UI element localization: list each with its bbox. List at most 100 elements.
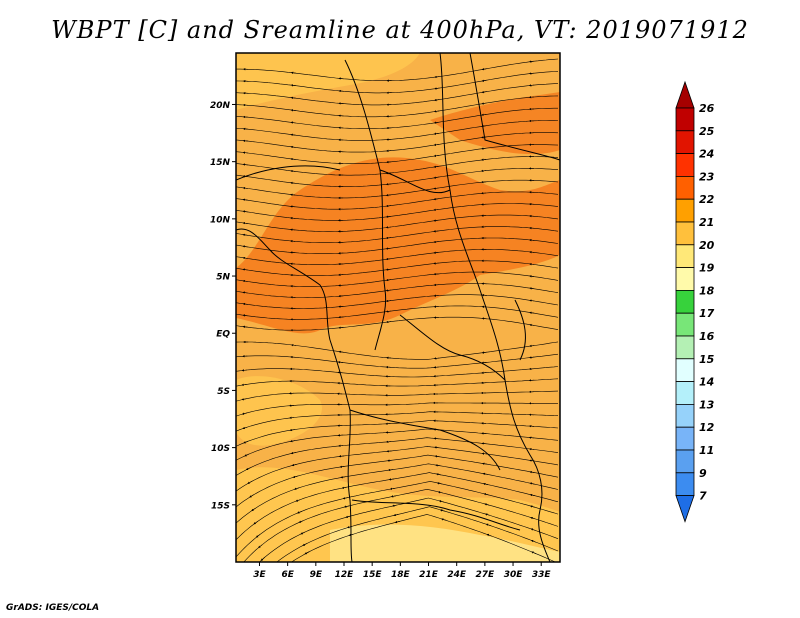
streamline-arrow bbox=[241, 412, 247, 415]
streamline-arrow bbox=[434, 455, 440, 458]
colorbar-swatch bbox=[675, 244, 695, 269]
streamline-arrow bbox=[337, 361, 344, 364]
streamline-arrow bbox=[481, 113, 487, 117]
streamline-arrow bbox=[242, 245, 248, 248]
lat-tick-label: 10S bbox=[211, 444, 230, 454]
lat-tick-label: 20N bbox=[210, 101, 231, 111]
streamline-arrow bbox=[481, 351, 487, 354]
streamline-arrow bbox=[433, 251, 439, 254]
colorbar-label: 11 bbox=[699, 444, 714, 457]
streamline-arrow bbox=[348, 533, 354, 537]
lon-tick-label: 12E bbox=[335, 570, 355, 580]
colorbar-label: 24 bbox=[699, 148, 714, 161]
streamline bbox=[236, 237, 559, 254]
streamline-arrow bbox=[481, 452, 487, 455]
streamline-arrow bbox=[243, 440, 249, 444]
streamline-arrow bbox=[435, 464, 441, 467]
streamline bbox=[236, 378, 559, 387]
streamline-arrow bbox=[436, 482, 442, 485]
streamline-arrow bbox=[433, 240, 439, 244]
colorbar-swatch bbox=[675, 403, 695, 428]
streamline-arrow bbox=[247, 481, 253, 484]
credit-text: GrADS: IGES/COLA bbox=[6, 603, 100, 613]
streamline-arrow bbox=[385, 226, 391, 229]
streamline-arrow bbox=[484, 513, 490, 516]
streamline-arrow bbox=[529, 344, 535, 348]
streamline-arrow bbox=[244, 453, 250, 457]
streamline-arrow bbox=[385, 236, 391, 240]
streamline-arrow bbox=[241, 369, 247, 372]
streamline-arrow bbox=[339, 465, 345, 468]
streamline-arrow bbox=[289, 439, 296, 443]
lon-tick-label: 24E bbox=[447, 570, 467, 580]
streamline-arrow bbox=[290, 157, 296, 161]
streamline bbox=[236, 481, 559, 558]
streamline bbox=[236, 107, 558, 129]
streamline-arrow bbox=[433, 132, 439, 135]
streamline bbox=[236, 71, 559, 94]
streamline-arrow bbox=[530, 539, 536, 543]
streamline-arrow bbox=[529, 299, 535, 302]
streamline-arrow bbox=[300, 531, 306, 535]
streamline bbox=[236, 95, 559, 118]
streamline-arrow bbox=[441, 518, 447, 521]
streamline-arrow bbox=[258, 544, 263, 549]
streamline-arrow bbox=[434, 98, 440, 102]
streamline-arrow bbox=[482, 462, 488, 465]
streamline-arrow bbox=[437, 491, 443, 494]
streamline-arrow bbox=[528, 60, 535, 63]
streamline bbox=[236, 156, 559, 176]
streamline-arrow bbox=[298, 520, 304, 523]
streamline-arrow bbox=[529, 287, 535, 290]
streamline-arrow bbox=[242, 221, 248, 225]
streamline bbox=[236, 305, 559, 320]
streamline-arrow bbox=[529, 356, 535, 359]
streamline-arrow bbox=[481, 147, 487, 150]
lon-tick-label: 18E bbox=[391, 570, 411, 580]
colorbar-swatch bbox=[675, 130, 695, 155]
streamline-arrow bbox=[433, 197, 439, 201]
colorbar-label: 18 bbox=[699, 284, 715, 297]
streamline-arrow bbox=[433, 230, 439, 233]
streamline-arrow bbox=[433, 187, 439, 190]
streamline-arrow bbox=[385, 278, 391, 282]
colorbar: 26 25 24 23 22 21 20 19 18 17 16 15 14 13 12 11 9 7 bbox=[675, 80, 715, 523]
streamline bbox=[236, 294, 559, 309]
streamline-arrow bbox=[290, 193, 296, 196]
streamline-arrow bbox=[290, 169, 296, 173]
colorbar-label: 12 bbox=[699, 421, 715, 434]
streamline-arrow bbox=[481, 158, 487, 161]
streamline-arrow bbox=[242, 198, 248, 201]
streamline-arrow bbox=[483, 482, 489, 486]
streamline-arrow bbox=[439, 509, 445, 512]
colorbar-label: 14 bbox=[699, 376, 714, 389]
colorbar-swatch bbox=[675, 289, 695, 314]
streamline-arrow bbox=[385, 289, 392, 292]
streamline-arrow bbox=[529, 447, 535, 451]
streamline bbox=[236, 120, 559, 141]
streamline-arrow bbox=[241, 383, 247, 387]
streamline-arrow bbox=[482, 472, 488, 476]
streamline-arrow bbox=[385, 257, 391, 261]
streamline-arrow bbox=[387, 459, 393, 462]
streamline-arrow bbox=[385, 268, 391, 271]
streamline bbox=[236, 179, 559, 199]
lon-tick-label: 6E bbox=[281, 570, 294, 580]
streamline-arrow bbox=[438, 500, 444, 503]
streamline bbox=[236, 437, 559, 476]
streamline bbox=[236, 420, 559, 447]
streamline-arrow bbox=[251, 507, 256, 512]
streamlines bbox=[236, 58, 559, 562]
streamline-arrow bbox=[242, 163, 248, 166]
streamline bbox=[236, 271, 559, 287]
streamline-arrow bbox=[242, 268, 248, 271]
streamline-arrow bbox=[290, 109, 296, 112]
streamline-arrow bbox=[242, 426, 248, 430]
streamline-arrow bbox=[385, 320, 392, 324]
streamline-arrow bbox=[389, 487, 395, 490]
colorbar-top-triangle bbox=[675, 80, 695, 109]
streamline-arrow bbox=[486, 533, 492, 537]
colorbar-swatch bbox=[675, 426, 695, 451]
warm-region-east bbox=[430, 92, 560, 155]
colorbar-swatch bbox=[675, 198, 695, 223]
